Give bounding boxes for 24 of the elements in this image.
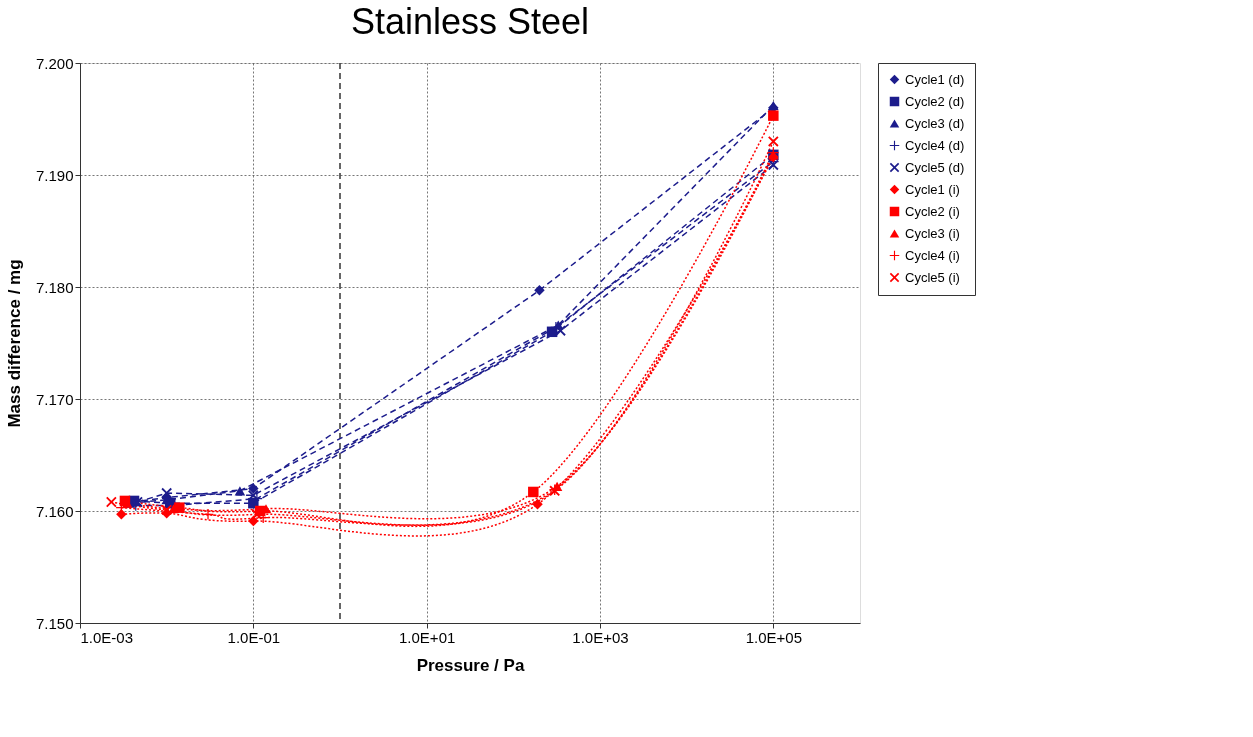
legend-label: Cycle2 (d) xyxy=(905,93,965,109)
chart-title: Stainless Steel xyxy=(350,1,590,42)
x-tick-label: 1.0E+03 xyxy=(572,628,629,646)
legend-label: Cycle3 (i) xyxy=(905,225,960,241)
y-tick-label: 7.190 xyxy=(35,166,74,184)
x-axis-title: Pressure / Pa xyxy=(416,655,525,675)
y-tick-label: 7.200 xyxy=(35,54,74,72)
x-tick-label: 1.0E+01 xyxy=(399,628,456,646)
legend-label: Cycle4 (d) xyxy=(905,137,965,153)
x-tick-label: 1.0E-03 xyxy=(80,628,134,646)
legend-label: Cycle5 (d) xyxy=(905,159,965,175)
legend-label: Cycle4 (i) xyxy=(905,247,960,263)
y-axis-title: Mass difference / mg xyxy=(4,259,24,428)
y-tick-label: 7.150 xyxy=(35,614,74,632)
legend-label: Cycle3 (d) xyxy=(905,115,965,131)
x-tick-label: 1.0E-01 xyxy=(227,628,281,646)
y-tick-label: 7.180 xyxy=(35,278,74,296)
legend-label: Cycle1 (d) xyxy=(905,71,965,87)
legend-label: Cycle2 (i) xyxy=(905,203,960,219)
legend-label: Cycle1 (i) xyxy=(905,181,960,197)
x-tick-label: 1.0E+05 xyxy=(745,628,802,646)
y-tick-label: 7.170 xyxy=(35,390,74,408)
legend-label: Cycle5 (i) xyxy=(905,269,960,285)
y-tick-label: 7.160 xyxy=(35,502,74,520)
